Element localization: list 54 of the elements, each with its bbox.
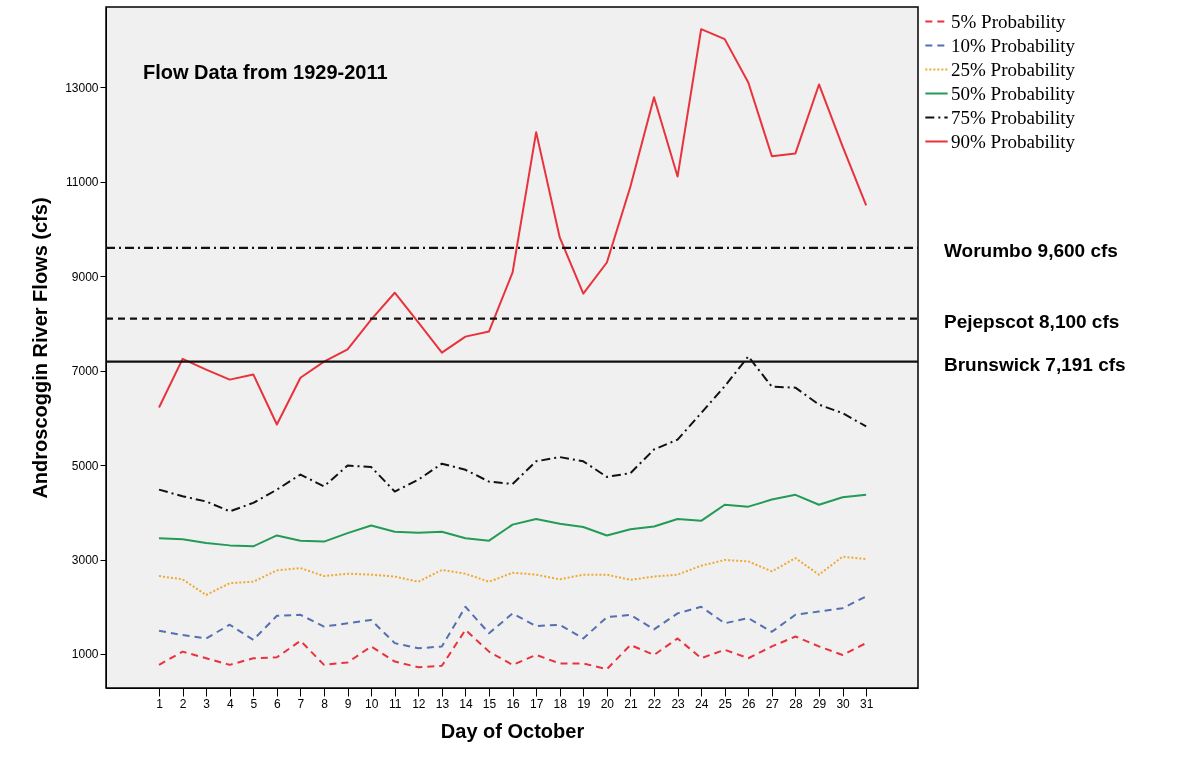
legend-label: 25% Probability [951,58,1076,80]
y-tick-label: 5000 [71,458,99,473]
x-tick-label: 24 [694,696,709,711]
x-tick-label: 2 [179,696,187,711]
ref-line-label: Brunswick 7,191 cfs [944,353,1126,375]
y-axis-title: Androscoggin River Flows (cfs) [29,197,52,499]
x-tick-label: 8 [321,696,329,711]
x-tick-label: 10 [364,696,379,711]
line-series [158,595,868,650]
x-tick-label: 3 [203,696,211,711]
legend-label: 75% Probability [951,106,1076,128]
x-tick-label: 31 [859,696,874,711]
x-tick-label: 20 [600,696,615,711]
x-tick-label: 21 [624,696,638,711]
x-axis-title: Day of October [440,719,585,742]
x-tick-label: 5 [250,696,258,711]
x-tick-label: 27 [765,696,780,711]
x-tick-label: 28 [789,696,803,711]
x-tick-label: 6 [274,696,282,711]
y-tick-label: 11000 [66,175,99,190]
line-series [158,493,868,548]
text: Flow Data from 1929-2011 [143,61,388,83]
legend-label: 50% Probability [951,82,1076,104]
ref-line-label: Pejepscot 8,100 cfs [944,310,1120,332]
x-tick-label: 13 [435,696,450,711]
y-tick-label: 7000 [71,364,99,379]
legend-label: 90% Probability [951,130,1076,152]
x-tick-label: 22 [647,696,662,711]
x-tick-label: 7 [297,696,305,711]
y-tick-label: 1000 [71,647,99,662]
x-tick-label: 17 [529,696,544,711]
x-tick-label: 23 [671,696,686,711]
x-tick-label: 11 [389,696,402,711]
y-tick-label: 9000 [71,269,99,284]
x-tick-label: 19 [577,696,591,711]
x-tick-label: 26 [742,696,756,711]
line-series [158,628,868,671]
legend-label: 5% Probability [951,10,1067,32]
x-tick-label: 16 [506,696,521,711]
x-tick-label: 12 [412,696,426,711]
x-tick-label: 25 [718,696,733,711]
x-tick-label: 14 [459,696,473,711]
x-tick-label: 15 [482,696,497,711]
x-tick-label: 29 [812,696,827,711]
x-tick-label: 18 [553,696,568,711]
x-tick-label: 9 [344,696,352,711]
x-tick-label: 30 [836,696,851,711]
x-tick-label: 1 [156,696,164,711]
ref-line-label: Worumbo 9,600 cfs [944,239,1118,261]
legend-label: 10% Probability [951,34,1076,56]
y-tick-label: 13000 [65,80,99,95]
x-tick-label: 4 [226,696,234,711]
line-series [158,555,868,596]
y-tick-label: 3000 [71,553,99,568]
